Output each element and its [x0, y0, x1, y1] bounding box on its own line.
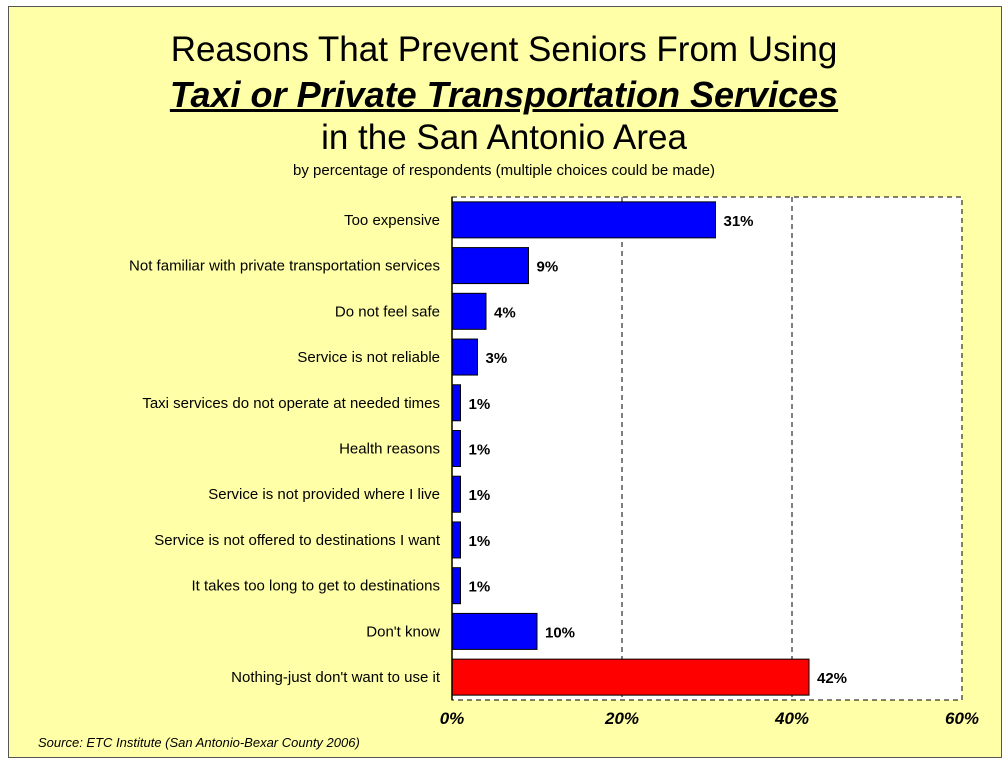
bar [451, 338, 478, 376]
category-label: Health reasons [339, 441, 440, 458]
value-label: 42% [817, 670, 847, 687]
value-label: 10% [545, 624, 575, 641]
x-tick-label: 60% [945, 709, 979, 728]
bar [451, 475, 461, 513]
category-label: Service is not reliable [297, 349, 440, 366]
category-label: Nothing-just don't want to use it [231, 669, 441, 686]
chart-title-line3: in the San Antonio Area [321, 118, 687, 157]
value-label: 1% [469, 487, 491, 504]
x-tick-label: 0% [440, 709, 465, 728]
chart-title-line1: Reasons That Prevent Seniors From Using [170, 30, 838, 69]
value-label: 3% [486, 350, 508, 367]
bar [451, 247, 529, 285]
bar [451, 567, 461, 605]
bar [451, 201, 716, 239]
value-label: 1% [469, 442, 491, 459]
category-label: Service is not offered to destinations I… [154, 532, 441, 549]
source-note: Source: ETC Institute (San Antonio-Bexar… [38, 735, 360, 750]
category-label: Don't know [366, 623, 440, 640]
category-label: Do not feel safe [335, 303, 440, 320]
chart-title-line2: Taxi or Private Transportation Services [169, 74, 839, 115]
x-tick-label: 20% [604, 709, 639, 728]
chart-subtitle: by percentage of respondents (multiple c… [293, 162, 715, 179]
category-label: Not familiar with private transportation… [129, 258, 440, 275]
category-label: Too expensive [344, 212, 440, 229]
bar [451, 612, 538, 650]
bar [451, 430, 461, 467]
value-label: 4% [494, 304, 516, 321]
x-tick-label: 40% [774, 709, 809, 728]
bar [451, 658, 810, 696]
value-label: 1% [469, 396, 491, 413]
category-label: It takes too long to get to destinations [192, 578, 441, 595]
value-label: 9% [537, 259, 559, 276]
value-label: 31% [724, 213, 754, 230]
category-label: Service is not provided where I live [208, 486, 440, 503]
value-label: 1% [469, 579, 491, 596]
bar [451, 292, 487, 330]
bar [451, 384, 461, 422]
value-label: 1% [469, 533, 491, 550]
bar [451, 521, 461, 559]
category-label: Taxi services do not operate at needed t… [142, 395, 440, 412]
